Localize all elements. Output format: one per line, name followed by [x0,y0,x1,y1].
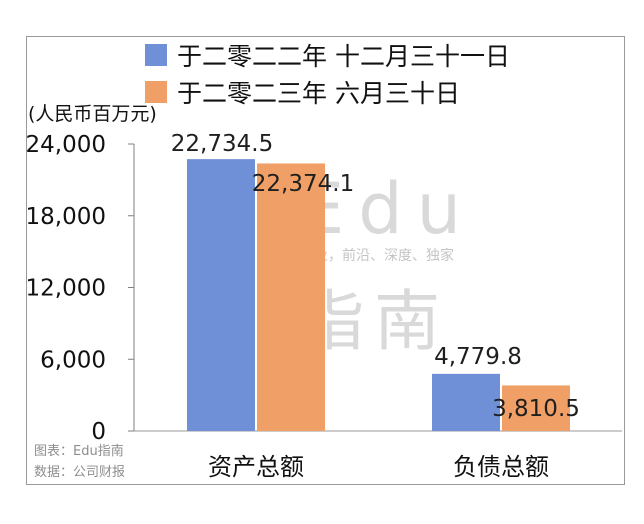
legend-swatch-2022 [145,44,167,66]
bar-2022 [432,373,500,431]
chart-credit: 图表：Edu指南 [34,444,124,459]
y-tick-label: 18,000 [26,204,106,230]
data-label: 4,779.8 [434,344,522,370]
data-credit: 数据：公司财报 [34,465,126,480]
y-tick-label: 6,000 [40,347,106,373]
legend-label-2023: 于二零二三年 六月三十日 [177,79,460,108]
y-tick-label: 24,000 [26,132,106,158]
y-tick-label: 0 [91,419,106,445]
data-label: 3,810.5 [492,396,580,422]
data-label: 22,374.1 [252,171,354,197]
bar-2023 [257,163,325,431]
y-axis-unit-label: (人民币百万元) [28,103,157,125]
legend-item-2023: 于二零二三年 六月三十日 [145,77,460,108]
data-label: 22,734.5 [171,131,273,157]
bar-2023 [502,385,570,431]
legend-item-2022: 于二零二二年 十二月三十一日 [145,40,510,71]
legend-label-2022: 于二零二二年 十二月三十一日 [177,42,510,71]
y-tick-label: 12,000 [26,276,106,302]
x-category-label: 负债总额 [453,453,549,481]
legend-swatch-2023 [145,81,167,103]
bar-2022 [187,159,255,431]
x-category-label: 资产总额 [208,453,304,481]
